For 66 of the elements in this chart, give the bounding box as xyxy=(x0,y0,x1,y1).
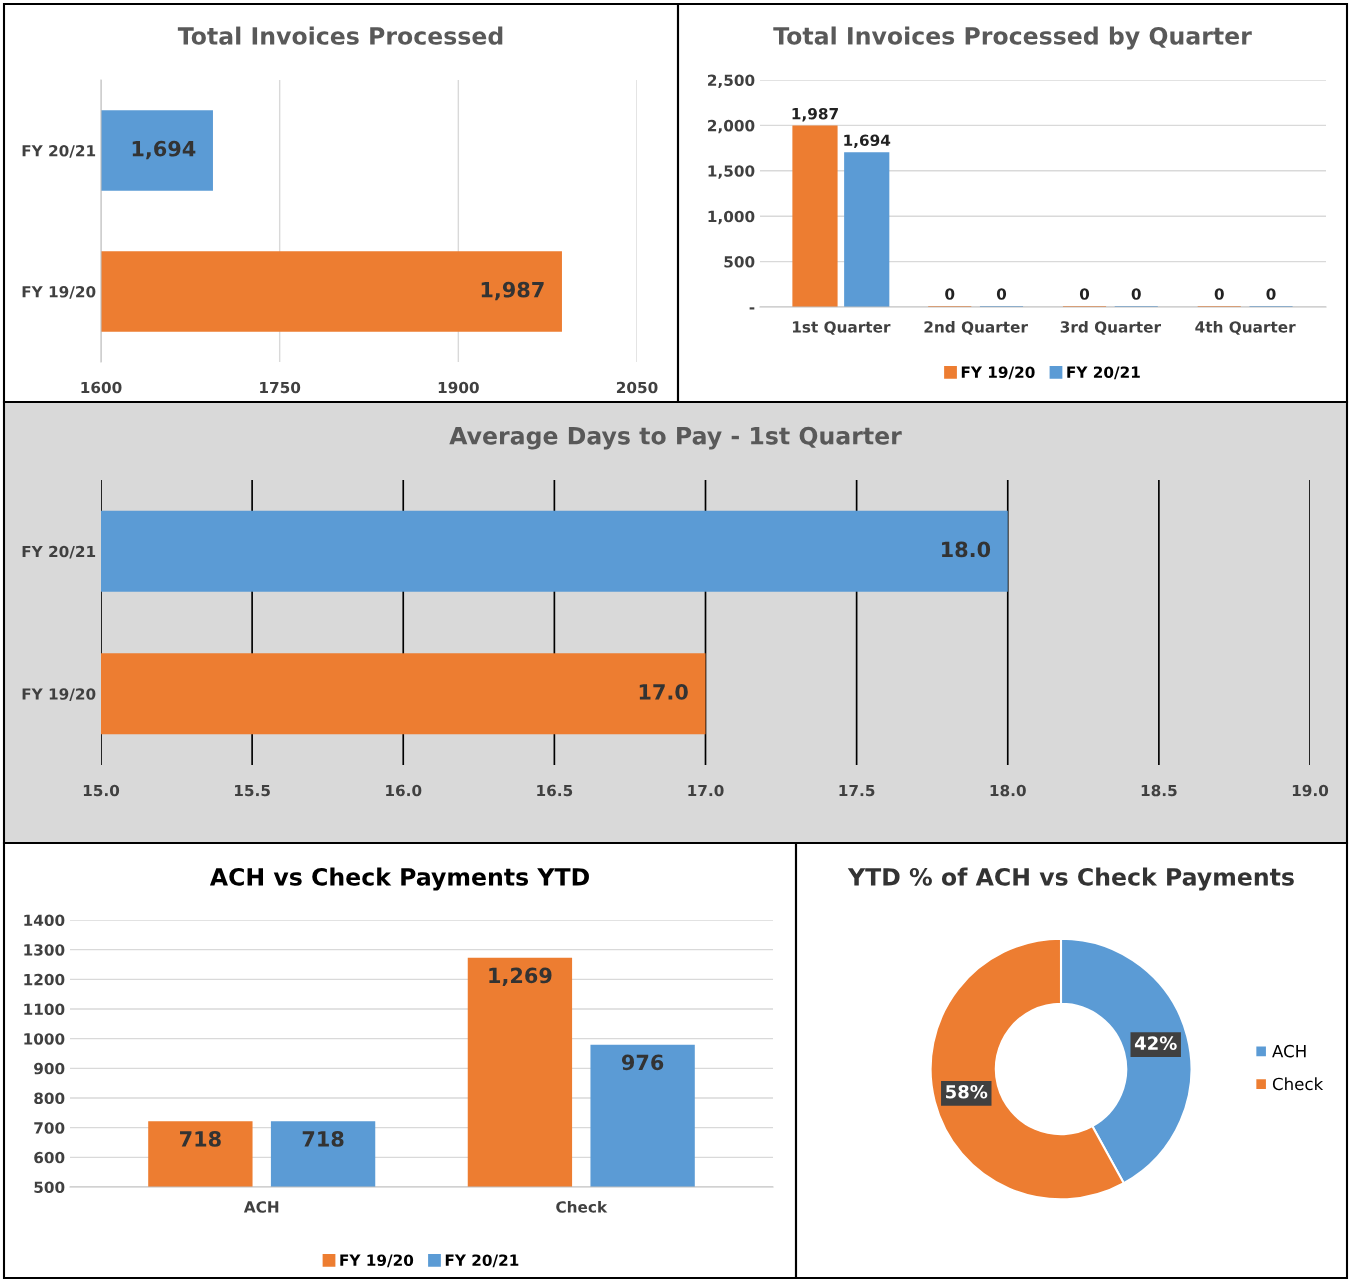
chart-title: ACH vs Check Payments YTD xyxy=(209,867,589,891)
x-tick-label: 16.0 xyxy=(386,784,422,797)
x-tick-label: 17.0 xyxy=(688,784,724,797)
y-tick-label: 500 xyxy=(724,256,755,268)
x-tick-label: 1750 xyxy=(260,381,301,394)
x-tick-label: 19.0 xyxy=(1292,784,1329,797)
y-tick-label: 900 xyxy=(34,1062,65,1075)
x-tick-label: 18.0 xyxy=(990,784,1026,797)
data-label: 1,694 xyxy=(844,134,891,149)
x-tick-label: 1st Quarter xyxy=(792,321,891,335)
y-tick-label: 2,500 xyxy=(708,74,755,88)
data-label: 1,987 xyxy=(792,107,838,122)
y-tick-label: 800 xyxy=(34,1092,65,1105)
x-tick-label: 1900 xyxy=(438,381,479,394)
chart-title: Total Invoices Processed xyxy=(177,26,503,45)
legend-label: Check xyxy=(1272,1077,1324,1091)
y-tick-label: 1400 xyxy=(24,914,65,927)
x-tick-label: 16.5 xyxy=(537,784,573,797)
x-tick-label: 18.5 xyxy=(1141,784,1177,797)
x-tick-label: 17.5 xyxy=(839,784,875,797)
data-label: 0 xyxy=(1214,288,1224,300)
data-label: 0 xyxy=(996,288,1007,300)
y-tick-label: 1300 xyxy=(24,944,65,956)
chart-title: Total Invoices Processed by Quarter xyxy=(773,26,1252,50)
x-tick-label: 3rd Quarter xyxy=(1060,320,1161,335)
y-tick-label: 700 xyxy=(34,1122,65,1134)
data-label: 0 xyxy=(1079,288,1090,300)
x-tick-label: 1600 xyxy=(81,381,122,394)
data-label: 58% xyxy=(946,1084,988,1099)
y-tick-label: FY 19/20 xyxy=(22,688,96,701)
chart-title: YTD % of ACH vs Check Payments xyxy=(847,867,1294,891)
legend-label: FY 20/21 xyxy=(445,1254,519,1268)
legend-label: FY 20/21 xyxy=(1067,366,1140,380)
y-tick-label: FY 19/20 xyxy=(22,285,96,299)
legend-label: FY 19/20 xyxy=(340,1254,414,1268)
legend-label: FY 19/20 xyxy=(961,366,1035,380)
data-label: 718 xyxy=(180,1131,221,1147)
data-label: 1,694 xyxy=(132,140,196,160)
x-tick-label: 2050 xyxy=(616,381,658,394)
y-tick-label: 600 xyxy=(34,1151,65,1164)
y-tick-label: 1100 xyxy=(24,1003,65,1016)
y-tick-label: 500 xyxy=(34,1181,65,1194)
y-tick-label: 1000 xyxy=(24,1033,65,1045)
data-label: 1,987 xyxy=(481,281,544,301)
y-tick-label: 2,000 xyxy=(708,119,755,134)
x-tick-label: 4th Quarter xyxy=(1195,320,1296,335)
data-label: 718 xyxy=(302,1131,344,1147)
y-tick-label: 1,500 xyxy=(708,165,755,179)
x-tick-label: 15.0 xyxy=(83,784,120,797)
data-label: 42% xyxy=(1134,1036,1177,1050)
x-tick-label: 2nd Quarter xyxy=(924,320,1028,335)
chart-title: Average Days to Pay - 1st Quarter xyxy=(449,426,902,450)
x-tick-label: 15.5 xyxy=(235,784,270,797)
y-tick-label: - xyxy=(749,307,755,310)
data-label: 0 xyxy=(1266,288,1276,300)
data-label: 1,269 xyxy=(489,967,552,986)
data-label: 976 xyxy=(621,1054,664,1071)
y-tick-label: 1,000 xyxy=(708,210,755,225)
y-tick-label: FY 20/21 xyxy=(22,545,96,559)
data-label: 17.0 xyxy=(639,684,688,700)
data-label: 0 xyxy=(1131,288,1141,300)
data-label: 18.0 xyxy=(942,541,991,558)
data-label: 0 xyxy=(945,288,955,300)
y-tick-label: 1200 xyxy=(24,973,65,986)
y-tick-label: FY 20/21 xyxy=(22,144,96,158)
legend-label: ACH xyxy=(1272,1044,1306,1058)
